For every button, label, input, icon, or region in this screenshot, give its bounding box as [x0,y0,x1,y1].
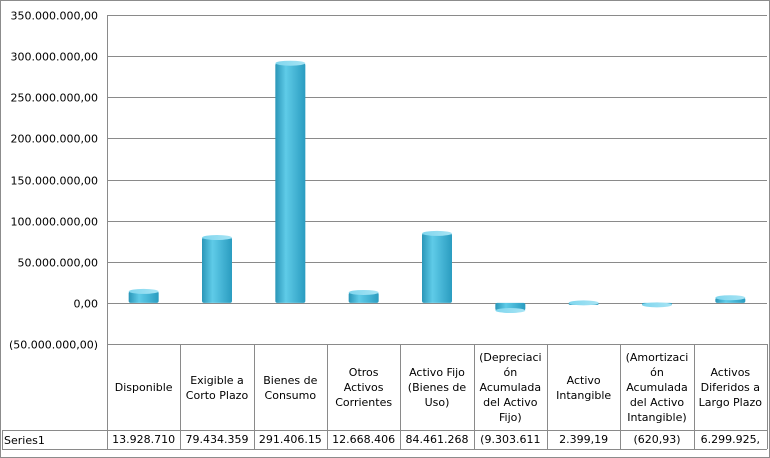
x-category-label: (Amortizaci ón Acumulada del Activo Intangib… [621,346,692,429]
bar-cap [128,288,159,294]
y-tick-label: 100.000.000,00 [11,216,98,229]
x-category-label-line: del Activo [483,396,538,409]
bar [568,300,599,306]
x-category-label-line: Activo Fijo [409,366,465,379]
data-table-value: 291.406.15 [258,433,322,446]
bar-body [128,291,159,303]
x-category-label-line: Activo [566,373,601,387]
x-category-label-line: Largo Plazo [698,396,762,409]
y-tick-label: 0,00 [74,298,99,311]
x-category-label: Activos Diferidos a Largo Plazo [695,346,766,429]
x-category-label-line: Disponible [114,381,173,394]
bar-body [202,237,232,303]
y-tick-label: 200.000.000,00 [11,133,98,146]
data-table-value: 79.434.359 [185,433,249,446]
y-tick-label: 150.000.000,00 [11,175,98,188]
x-category-label: Bienes de Consumo [255,346,326,429]
x-category-label: Activo Fijo (Bienes de Uso) [401,346,472,429]
bar-body [422,233,452,303]
bar-body [275,63,306,303]
x-category-label-line: (Depreciaci [479,351,542,364]
y-tick-label: 300.000.000,00 [11,51,98,64]
x-category-label: Exigible a Corto Plazo [181,346,252,429]
x-category-label-line: Bienes de [263,373,318,387]
x-category-label-line: Exigible a [190,373,244,387]
x-category-label-line: Corto Plazo [185,388,249,402]
y-tick-label: 50.000.000,00 [18,257,98,270]
x-category-label: Activo Intangible [548,346,619,429]
bar [348,289,379,303]
bar [128,288,159,303]
bar-cap [275,60,306,66]
x-category-label-line: Intangible [556,388,612,402]
data-table-value: 84.461.268 [405,433,469,446]
y-tick-label: (50.000.000,00) [9,339,98,352]
bar-cap [495,308,526,314]
data-table-value: 6.299.925, [700,433,761,446]
bar-cap [422,230,452,236]
bar-cap [202,235,232,241]
bar-cap [348,289,379,295]
y-tick-label: 350.000.000,00 [11,10,98,23]
bar [495,302,526,314]
x-category-label-line: Activos [710,366,751,379]
bar [202,235,232,303]
data-table-value: (620,93) [633,433,681,446]
x-category-label-line: Otros [348,366,379,379]
x-category-label: Otros Activos Corrientes [328,346,399,429]
bar-cap [715,295,746,301]
bar [715,295,746,303]
x-category-label-line: Fijo) [498,411,522,424]
x-category-label-line: ón [503,366,518,379]
x-category-label-line: (Bienes de [407,381,467,394]
data-table-value: 2.399,19 [559,433,609,446]
x-category-label-line: Corrientes [335,396,393,409]
bar [275,60,306,303]
x-category-label: (Depreciaci ón Acumulada del Activo Fijo) [475,346,546,429]
data-table-value: 12.668.406 [332,433,396,446]
x-category-label-line: ón [650,366,664,379]
x-category-label-line: Consumo [264,388,317,402]
bar-cap [642,302,672,308]
x-category-label-line: Intangible) [627,411,687,424]
bar-cap [568,300,599,306]
x-category-label-line: Uso) [424,396,450,409]
data-table-value: 13.928.710 [112,433,176,446]
legend-series-name: Series1 [4,434,45,447]
x-category-label: Disponible [108,346,179,429]
x-category-label-line: Acumulada [626,381,688,394]
data-table-value: (9.303.611 [480,433,541,446]
x-category-label-line: Acumulada [479,381,542,394]
y-tick-label: 250.000.000,00 [11,92,98,105]
x-category-label-line: Diferidos a [700,381,761,394]
x-category-label-line: Activos [343,381,384,394]
x-category-label-line: del Activo [629,396,685,409]
bar [642,302,672,308]
bar [422,230,452,303]
bar-body [348,292,379,303]
x-category-label-line: (Amortizaci [625,351,689,364]
